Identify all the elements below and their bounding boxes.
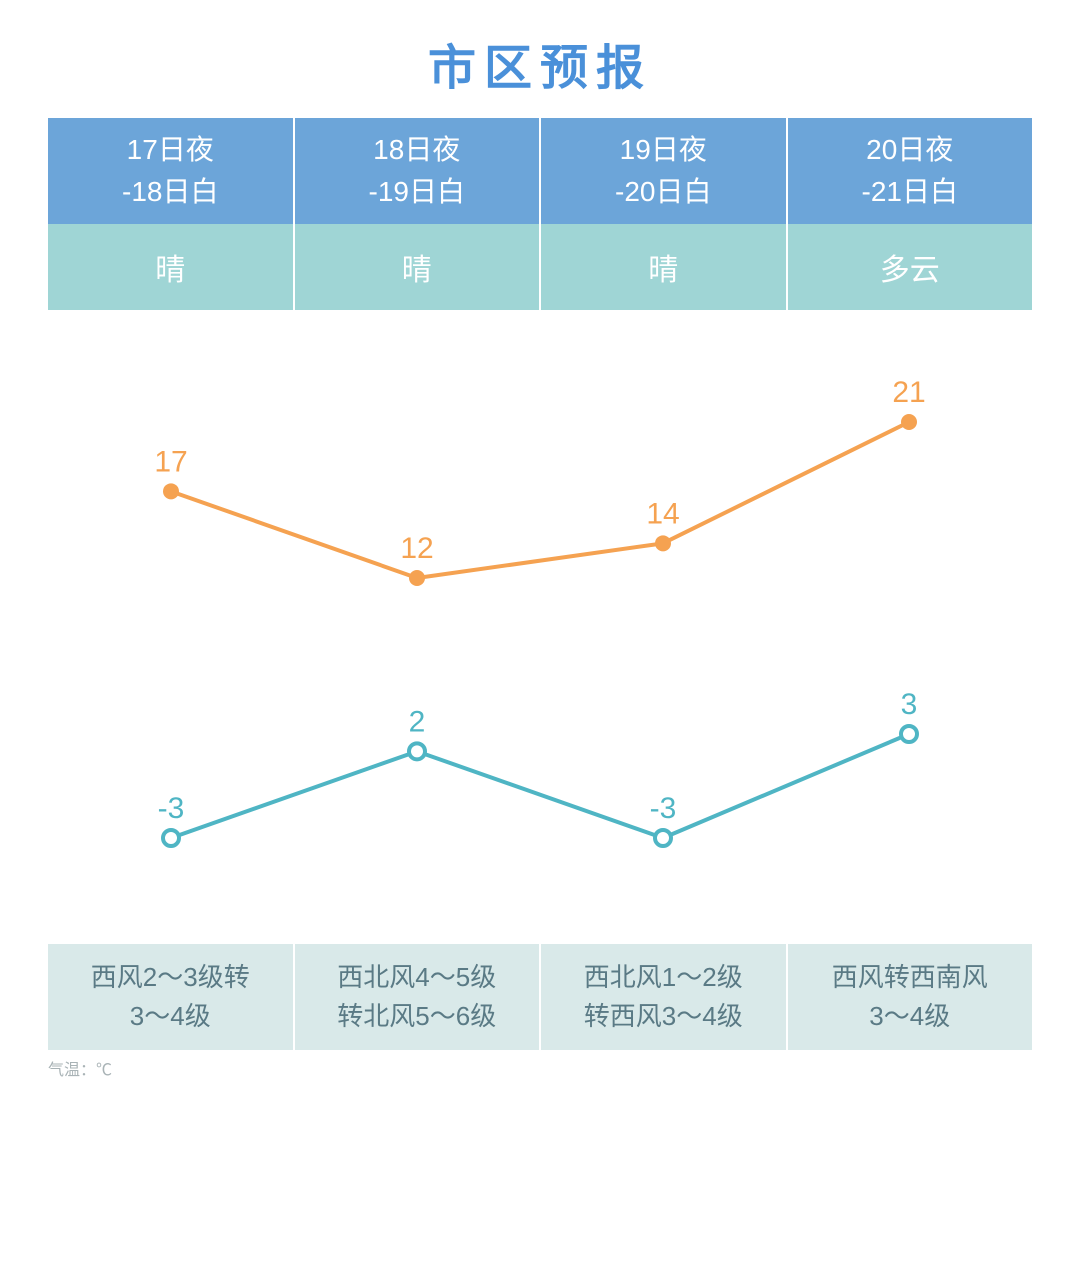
date-line2: -21日白	[862, 171, 958, 213]
temperature-chart: 17 12 14 21 -3 2 -3 3	[48, 340, 1032, 920]
wind-line2: 3～4级	[869, 997, 950, 1036]
date-line2: -18日白	[122, 171, 218, 213]
condition-cell: 晴	[48, 224, 295, 310]
forecast-panel: 市区预报 17日夜 -18日白 18日夜 -19日白 19日夜 -20日白 20…	[0, 0, 1080, 1266]
date-row: 17日夜 -18日白 18日夜 -19日白 19日夜 -20日白 20日夜 -2…	[48, 118, 1032, 224]
wind-row: 西风2～3级转 3～4级 西北风4～5级 转北风5～6级 西北风1～2级 转西风…	[48, 944, 1032, 1050]
svg-text:17: 17	[154, 445, 187, 478]
date-line2: -20日白	[615, 171, 711, 213]
date-cell: 20日夜 -21日白	[788, 118, 1033, 224]
date-line1: 19日夜	[620, 129, 707, 171]
temperature-unit-footnote: 气温：℃	[48, 1056, 1032, 1080]
date-line1: 20日夜	[866, 129, 953, 171]
date-cell: 17日夜 -18日白	[48, 118, 295, 224]
date-cell: 19日夜 -20日白	[541, 118, 788, 224]
wind-line2: 转北风5～6级	[337, 997, 496, 1036]
wind-cell: 西北风4～5级 转北风5～6级	[295, 944, 542, 1050]
condition-row: 晴 晴 晴 多云	[48, 224, 1032, 310]
wind-line1: 西北风1～2级	[584, 958, 743, 997]
svg-text:12: 12	[400, 532, 433, 565]
date-line1: 18日夜	[373, 129, 460, 171]
temperature-chart-svg: 17 12 14 21 -3 2 -3 3	[48, 340, 1032, 920]
wind-cell: 西风转西南风 3～4级	[788, 944, 1033, 1050]
wind-line2: 转西风3～4级	[584, 997, 743, 1036]
wind-line1: 西北风4～5级	[337, 958, 496, 997]
date-line2: -19日白	[369, 171, 465, 213]
svg-text:3: 3	[901, 688, 918, 721]
page-title: 市区预报	[48, 28, 1032, 98]
date-line1: 17日夜	[127, 129, 214, 171]
date-cell: 18日夜 -19日白	[295, 118, 542, 224]
svg-text:21: 21	[892, 376, 925, 409]
svg-text:14: 14	[646, 497, 679, 530]
wind-cell: 西风2～3级转 3～4级	[48, 944, 295, 1050]
wind-line1: 西风转西南风	[832, 958, 988, 997]
wind-line2: 3～4级	[130, 997, 211, 1036]
svg-text:-3: -3	[650, 792, 677, 825]
condition-cell: 晴	[295, 224, 542, 310]
wind-line1: 西风2～3级转	[91, 958, 250, 997]
svg-text:2: 2	[409, 705, 426, 738]
svg-text:-3: -3	[158, 792, 185, 825]
condition-cell: 晴	[541, 224, 788, 310]
condition-cell: 多云	[788, 224, 1033, 310]
wind-cell: 西北风1～2级 转西风3～4级	[541, 944, 788, 1050]
